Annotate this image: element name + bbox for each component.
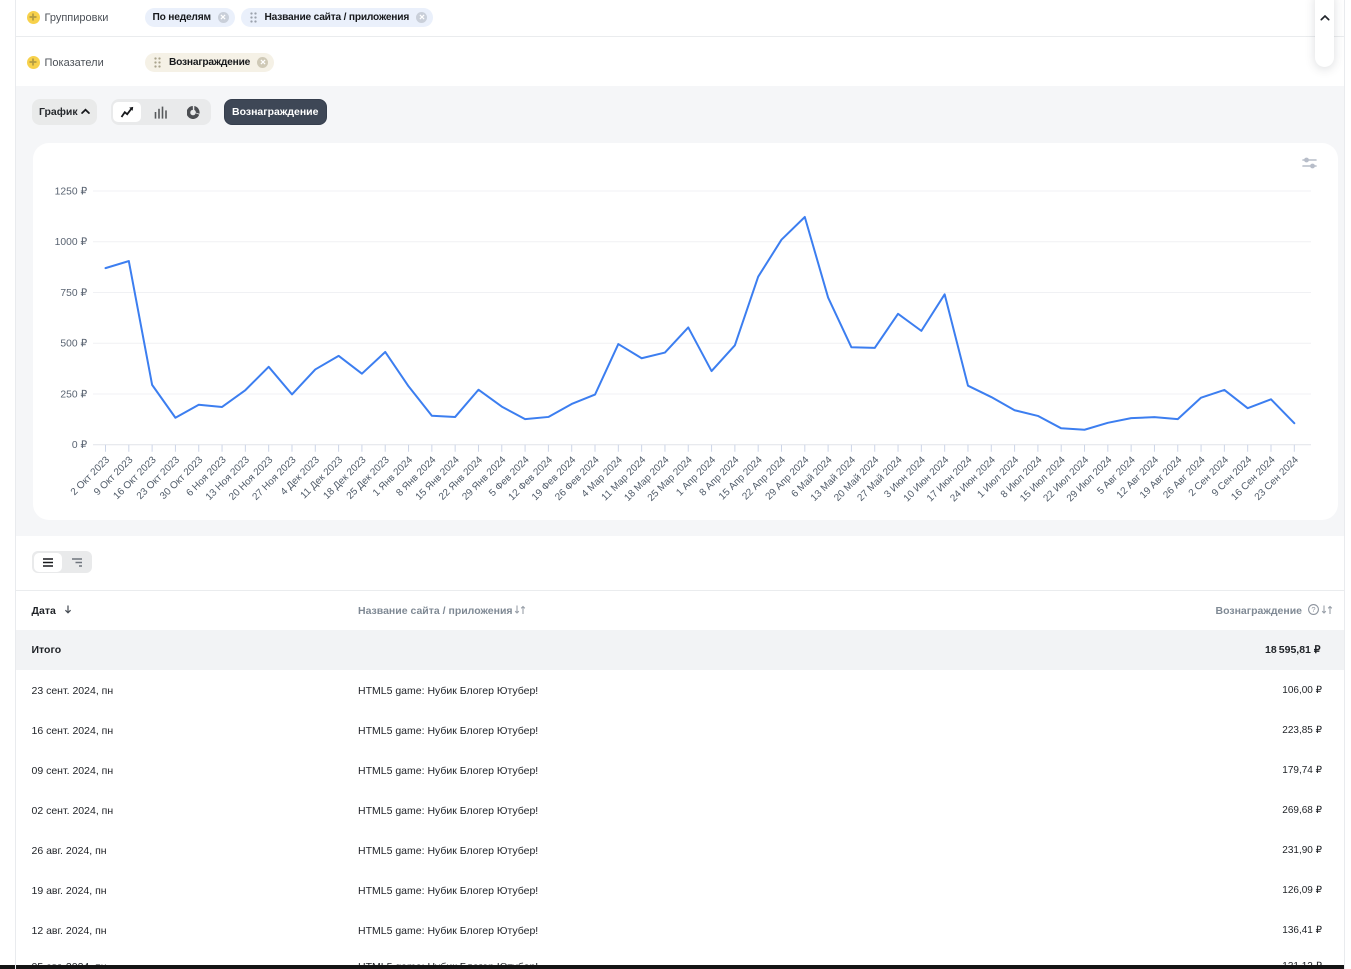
svg-text:250 ₽: 250 ₽ — [60, 389, 87, 400]
svg-text:500 ₽: 500 ₽ — [60, 339, 87, 350]
svg-text:?: ? — [1311, 605, 1315, 614]
svg-text:0 ₽: 0 ₽ — [72, 440, 88, 451]
svg-text:750 ₽: 750 ₽ — [60, 288, 87, 299]
svg-text:1250 ₽: 1250 ₽ — [55, 186, 88, 197]
svg-text:1000 ₽: 1000 ₽ — [55, 237, 88, 248]
